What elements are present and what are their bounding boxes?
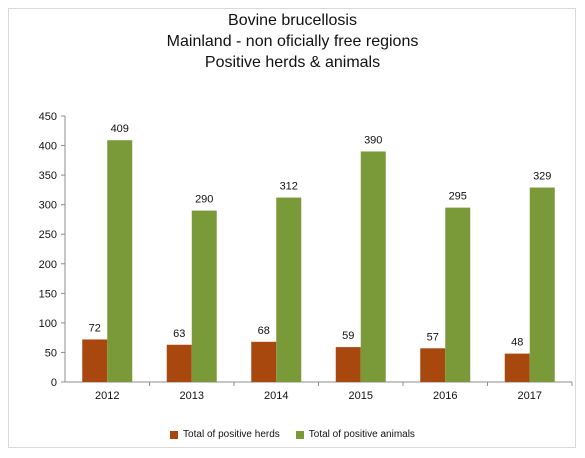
legend-label-herds: Total of positive herds [183,429,280,440]
data-label: 72 [89,322,101,334]
y-tick-label: 200 [39,259,57,271]
legend-item-herds: Total of positive herds [170,429,280,440]
legend-swatch-herds [170,430,179,439]
y-tick-label: 450 [39,111,57,123]
x-tick-label: 2015 [349,390,373,402]
data-label: 329 [533,171,551,183]
data-label: 57 [427,331,439,343]
x-tick-label: 2014 [264,390,288,402]
x-tick-label: 2016 [433,390,457,402]
bar-positive-herds [82,339,108,382]
bar-positive-animals [107,140,133,382]
legend-item-animals: Total of positive animals [295,429,415,440]
bar-positive-animals [276,197,302,382]
y-tick-label: 50 [45,347,57,359]
legend: Total of positive herds Total of positiv… [0,429,585,440]
data-label: 290 [195,194,213,206]
y-tick-label: 400 [39,141,57,153]
data-label: 48 [511,337,523,349]
bar-positive-herds [335,347,361,382]
chart-title-line-3: Positive herds & animals [204,54,381,71]
bar-positive-animals [360,151,386,382]
y-tick-label: 100 [39,318,57,330]
data-label: 312 [280,181,298,193]
data-label: 409 [111,123,129,135]
y-tick-label: 300 [39,200,57,212]
legend-label-animals: Total of positive animals [308,429,415,440]
y-tick-label: 250 [39,229,57,241]
bar-positive-animals [191,210,217,382]
chart-title: Bovine brucellosis Mainland - non oficia… [0,10,585,73]
data-label: 390 [364,134,382,146]
legend-swatch-animals [295,430,304,439]
bar-positive-herds [251,341,277,382]
bar-positive-herds [420,348,446,382]
y-tick-label: 350 [39,170,57,182]
y-tick-label: 0 [51,377,57,389]
bar-positive-herds [504,353,530,382]
bar-positive-herds [166,344,192,382]
bar-positive-animals [529,187,555,382]
x-tick-label: 2017 [518,390,542,402]
chart-title-line-1: Bovine brucellosis [228,12,357,29]
y-tick-label: 150 [39,288,57,300]
data-label: 59 [342,330,354,342]
data-label: 295 [449,191,467,203]
x-tick-label: 2012 [95,390,119,402]
data-label: 68 [258,325,270,337]
bar-positive-animals [445,207,471,382]
data-label: 63 [173,328,185,340]
x-tick-label: 2013 [180,390,204,402]
chart-title-line-2: Mainland - non oficially free regions [166,33,419,50]
